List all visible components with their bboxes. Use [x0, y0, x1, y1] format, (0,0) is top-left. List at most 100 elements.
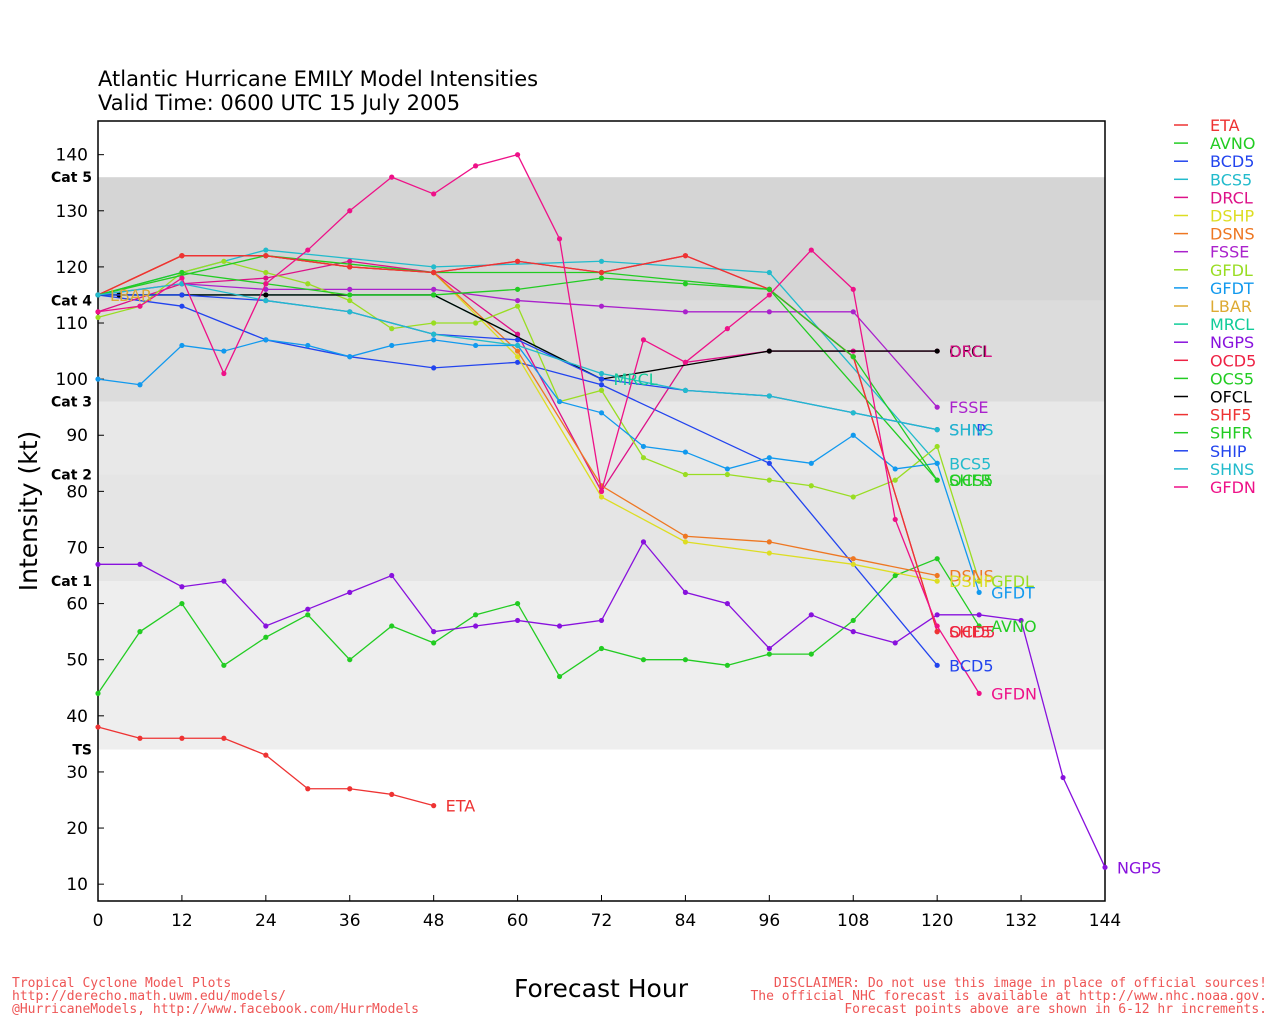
legend-item-avno: AVNO [1174, 134, 1255, 153]
data-point-gfdt [850, 432, 856, 438]
legend: ETAAVNOBCD5BCS5DRCLDSHPDSNSFSSEGFDLGFDTL… [1174, 116, 1256, 497]
data-point-eta [305, 786, 311, 792]
data-point-dsns [766, 539, 772, 545]
data-point-eta [347, 786, 353, 792]
y-tick-label: 90 [66, 426, 88, 446]
y-axis-label: Intensity (kt) [14, 431, 43, 592]
footer-left-line-1: Tropical Cyclone Model Plots [12, 976, 231, 991]
data-point-shf5 [263, 253, 269, 259]
legend-label: ETA [1210, 116, 1240, 135]
data-point-fsse [598, 303, 605, 309]
data-point-avno [431, 640, 437, 646]
data-point-avno [556, 673, 563, 680]
data-point-gfdn [766, 292, 772, 298]
end-label-shns: SHNS [949, 421, 993, 440]
data-point-ngps [305, 606, 311, 612]
x-tick-label: 36 [339, 911, 361, 931]
data-point-gfdl [221, 258, 227, 264]
legend-item-eta: ETA [1174, 116, 1240, 135]
end-label-drcl: DRCL [949, 342, 992, 361]
series-gfdt [95, 337, 982, 595]
data-point-avno [934, 556, 940, 562]
y-tick-label: 30 [66, 763, 88, 783]
data-point-shns [766, 393, 772, 399]
data-point-gfdl [892, 477, 898, 483]
legend-item-ofcl: OFCL [1174, 388, 1252, 407]
data-point-eta [95, 724, 101, 730]
legend-item-shf5: SHF5 [1174, 406, 1252, 425]
legend-item-ship: SHIP [1174, 442, 1247, 461]
data-point-fsse [347, 286, 353, 292]
legend-item-shns: SHNS [1174, 460, 1254, 479]
data-point-gfdl [473, 320, 479, 326]
series-ngps [95, 539, 1108, 870]
data-point-dshp [850, 561, 856, 567]
data-point-avno [514, 600, 521, 607]
data-point-ngps [1018, 617, 1024, 624]
data-point-shf5 [347, 264, 353, 270]
legend-label: SHFR [1210, 424, 1253, 443]
footer-left-line-3: @HurricaneModels, http://www.facebook.co… [12, 1002, 419, 1017]
data-point-avno [347, 657, 353, 663]
chart-title: Atlantic Hurricane EMILY Model Intensiti… [98, 67, 538, 91]
data-point-ngps [682, 589, 689, 595]
data-point-ngps [598, 617, 605, 624]
legend-label: DSNS [1210, 225, 1255, 244]
end-label-gfdl: GFDL [991, 572, 1034, 591]
data-point-gfdl [850, 494, 856, 500]
data-point-gfdt [347, 354, 353, 360]
band-label-cat-2: Cat 2 [51, 468, 92, 484]
data-point-gfdn [556, 236, 563, 242]
category-band-labels: TS Cat 1 Cat 2 Cat 3 Cat 4 Cat 5 [51, 170, 92, 758]
data-point-shns [95, 292, 101, 298]
data-point-gfdn [598, 488, 605, 494]
data-point-shf5 [598, 269, 605, 276]
end-label-lbar: LBAR [110, 286, 152, 305]
data-point-dshp [598, 494, 605, 500]
end-label-bcd5: BCD5 [949, 656, 993, 675]
data-point-gfdl [95, 314, 101, 321]
data-point-ofcl [263, 292, 269, 298]
data-point-gfdl [682, 471, 689, 478]
data-point-avno [263, 634, 269, 640]
data-point-gfdt [766, 455, 772, 461]
legend-label: SHIP [1210, 442, 1247, 461]
legend-label: DRCL [1210, 188, 1253, 207]
data-point-drcl [347, 258, 353, 264]
data-point-shfr [179, 269, 185, 276]
data-point-shns [263, 297, 269, 304]
x-tick-label: 84 [675, 911, 697, 931]
y-tick-label: 70 [66, 538, 88, 558]
data-point-gfdl [347, 297, 353, 304]
data-point-gfdl [514, 303, 521, 309]
legend-label: GFDL [1210, 261, 1253, 280]
data-point-shns [347, 309, 353, 315]
y-tick-label: 130 [56, 202, 88, 222]
data-point-ngps [514, 617, 521, 624]
x-tick-label: 12 [171, 911, 193, 931]
data-point-avno [808, 651, 814, 657]
x-tick-label: 48 [423, 911, 445, 931]
data-point-avno [976, 623, 982, 629]
data-point-gfdt [263, 337, 269, 343]
x-tick-label: 0 [93, 911, 104, 931]
data-point-gfdn [473, 163, 479, 169]
data-point-avno [850, 617, 856, 624]
legend-label: SHNS [1210, 460, 1254, 479]
legend-item-drcl: DRCL [1174, 188, 1253, 207]
legend-item-fsse: FSSE [1174, 243, 1249, 262]
end-label-ofcl: OFCL [949, 342, 991, 361]
data-point-gfdt [598, 410, 605, 416]
legend-label: GFDN [1210, 478, 1256, 497]
data-point-avno [95, 690, 101, 696]
series-line-ocs5 [97, 255, 938, 481]
legend-label: AVNO [1210, 134, 1255, 153]
data-point-gfdn [431, 191, 437, 197]
footer-left: Tropical Cyclone Model Plots http://dere… [12, 976, 419, 1017]
data-point-gfdl [976, 578, 982, 584]
legend-item-bcs5: BCS5 [1174, 170, 1252, 189]
data-point-fsse [766, 309, 772, 315]
chart-subtitle: Valid Time: 0600 UTC 15 July 2005 [98, 91, 460, 115]
data-point-shf5 [179, 253, 185, 259]
data-point-gfdn [808, 247, 814, 253]
